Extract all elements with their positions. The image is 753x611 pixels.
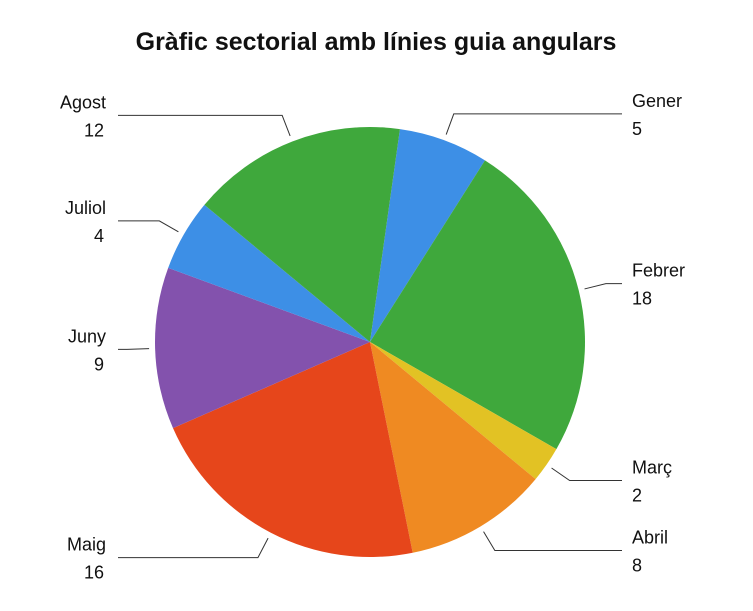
value-label: 12	[84, 120, 104, 140]
pie-slice	[168, 204, 370, 342]
value-label: 16	[84, 563, 104, 583]
value-label: 8	[632, 555, 642, 575]
leader-line	[551, 467, 622, 482]
slice-label: Gener	[632, 91, 682, 111]
pie-slice	[173, 342, 413, 557]
leader-line	[118, 537, 269, 559]
slice-label: Març	[632, 458, 672, 478]
slice-label: Juny	[68, 326, 106, 346]
value-label: 5	[632, 119, 642, 139]
value-label: 18	[632, 289, 652, 309]
pie-slice	[155, 267, 370, 429]
slice-label: Febrer	[632, 261, 685, 281]
slice-label: Agost	[60, 92, 106, 112]
chart-title: Gràfic sectorial amb línies guia angular…	[136, 28, 617, 56]
slice-label: Maig	[67, 535, 106, 555]
value-label: 2	[632, 486, 642, 506]
value-label: 4	[94, 226, 104, 246]
leader-line	[118, 348, 150, 350]
leader-line	[584, 283, 622, 290]
slice-label: Juliol	[65, 198, 106, 218]
leader-line	[118, 114, 291, 137]
value-label: 9	[94, 354, 104, 374]
pie-slice	[204, 127, 400, 342]
leader-line	[118, 220, 179, 233]
pie-slice	[370, 160, 585, 450]
slice-label: Abril	[632, 527, 668, 547]
pie-slice	[370, 129, 485, 342]
leader-line	[445, 113, 622, 135]
leader-line	[483, 531, 622, 551]
pie-slice	[370, 342, 557, 480]
pie-slice	[370, 342, 536, 553]
